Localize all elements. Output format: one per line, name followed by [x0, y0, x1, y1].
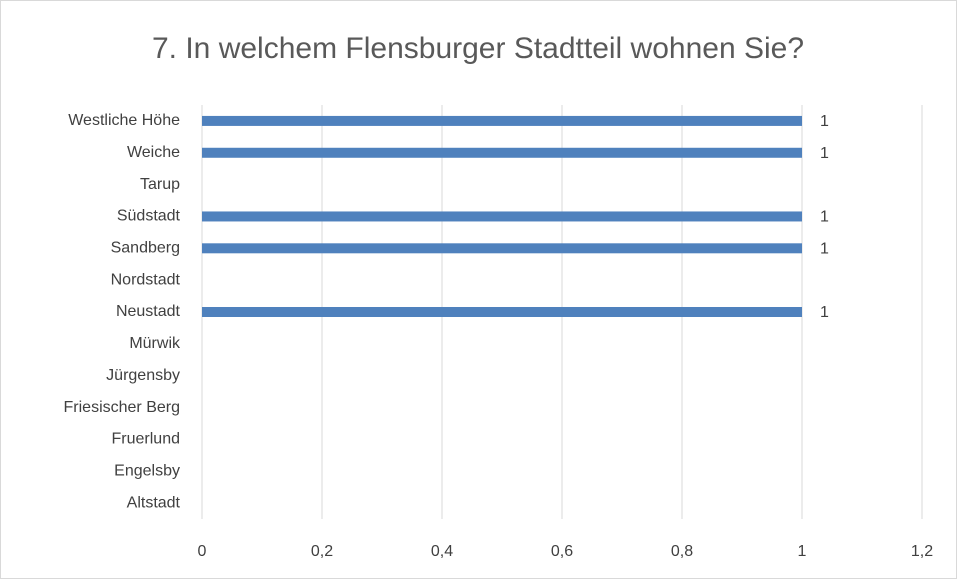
x-tick-label: 0,8 [671, 543, 693, 560]
data-label: 1 [820, 145, 829, 162]
y-tick-label: Engelsby [114, 462, 180, 479]
bar [202, 307, 802, 317]
x-tick-label: 0,4 [431, 543, 453, 560]
x-tick-label: 0,2 [311, 543, 333, 560]
bar [202, 211, 802, 222]
data-label: 1 [820, 241, 829, 258]
y-tick-label: Friesischer Berg [64, 399, 180, 416]
y-tick-label: Altstadt [127, 494, 181, 511]
y-tick-label: Sandberg [111, 240, 180, 257]
chart-title: 7. In welchem Flensburger Stadtteil wohn… [152, 32, 804, 65]
x-tick-label: 1,2 [911, 543, 933, 560]
y-tick-label: Weiche [127, 144, 180, 161]
y-tick-label: Südstadt [117, 208, 181, 225]
y-tick-label: Neustadt [116, 303, 181, 320]
x-tick-label: 0 [198, 543, 207, 560]
bar [202, 147, 802, 158]
x-tick-label: 0,6 [551, 543, 573, 560]
y-tick-label: Westliche Höhe [68, 112, 180, 129]
x-tick-label: 1 [798, 543, 807, 560]
y-tick-label: Tarup [140, 176, 180, 193]
y-tick-label: Nordstadt [111, 271, 181, 288]
y-tick-label: Jürgensby [106, 367, 180, 384]
bar [202, 243, 802, 254]
y-tick-label: Mürwik [129, 335, 181, 352]
data-label: 1 [820, 113, 829, 130]
y-tick-label: Fruerlund [112, 431, 180, 448]
bar [202, 115, 802, 126]
data-label: 1 [820, 209, 829, 226]
data-label: 1 [820, 304, 829, 321]
